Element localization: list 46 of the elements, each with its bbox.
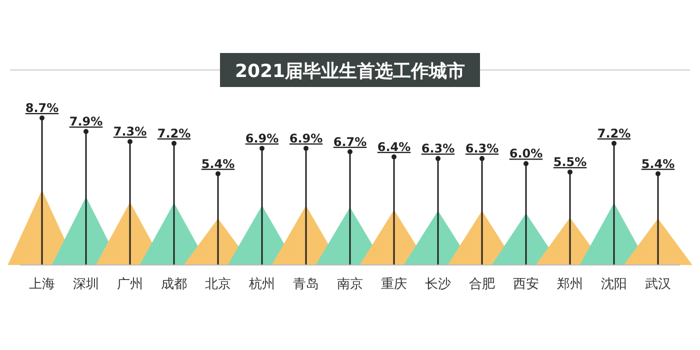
data-label: 6.9%: [289, 131, 323, 146]
point: [568, 170, 572, 175]
data-label: 7.2%: [597, 126, 631, 140]
x-tick-label: 深圳: [73, 277, 99, 292]
data-label: 6.3%: [421, 142, 455, 156]
x-tick-label: 重庆: [381, 277, 407, 292]
data-label: 6.0%: [509, 146, 543, 161]
data-label: 7.2%: [157, 126, 191, 140]
point: [392, 154, 396, 160]
data-label: 5.5%: [553, 155, 587, 170]
data-label: 7.3%: [113, 124, 147, 139]
point: [260, 146, 264, 151]
point: [216, 171, 220, 176]
x-tick-label: 广州: [117, 277, 143, 292]
x-tick-label: 武汉: [645, 277, 671, 292]
x-tick-label: 上海: [29, 277, 55, 292]
data-label: 7.9%: [69, 114, 103, 129]
point: [656, 171, 660, 176]
point: [128, 139, 132, 144]
x-tick-label: 沈阳: [601, 277, 627, 292]
point: [40, 116, 44, 120]
x-tick-label: 成都: [161, 277, 187, 292]
point: [436, 156, 440, 162]
point: [304, 146, 308, 151]
x-tick-label: 长沙: [425, 277, 451, 292]
data-label: 6.4%: [377, 140, 411, 154]
x-tick-label: 南京: [337, 277, 363, 292]
data-label: 6.7%: [333, 134, 367, 149]
data-label: 5.4%: [201, 156, 235, 171]
point: [84, 129, 88, 134]
x-tick-label: 青岛: [293, 277, 319, 292]
point: [480, 156, 484, 162]
x-tick-label: 合肥: [469, 277, 495, 292]
point: [612, 140, 616, 146]
point: [348, 149, 352, 154]
chart-title: 2021届毕业生首选工作城市: [234, 61, 466, 82]
data-label: 5.4%: [641, 156, 675, 171]
x-tick-label: 郑州: [557, 277, 583, 292]
point: [172, 140, 176, 146]
data-label: 6.3%: [465, 142, 499, 156]
point: [524, 161, 528, 166]
x-tick-label: 北京: [205, 277, 231, 292]
data-label: 6.9%: [245, 131, 279, 146]
data-label: 8.7%: [25, 101, 59, 115]
x-tick-label: 杭州: [248, 277, 275, 292]
x-tick-label: 西安: [513, 276, 539, 292]
